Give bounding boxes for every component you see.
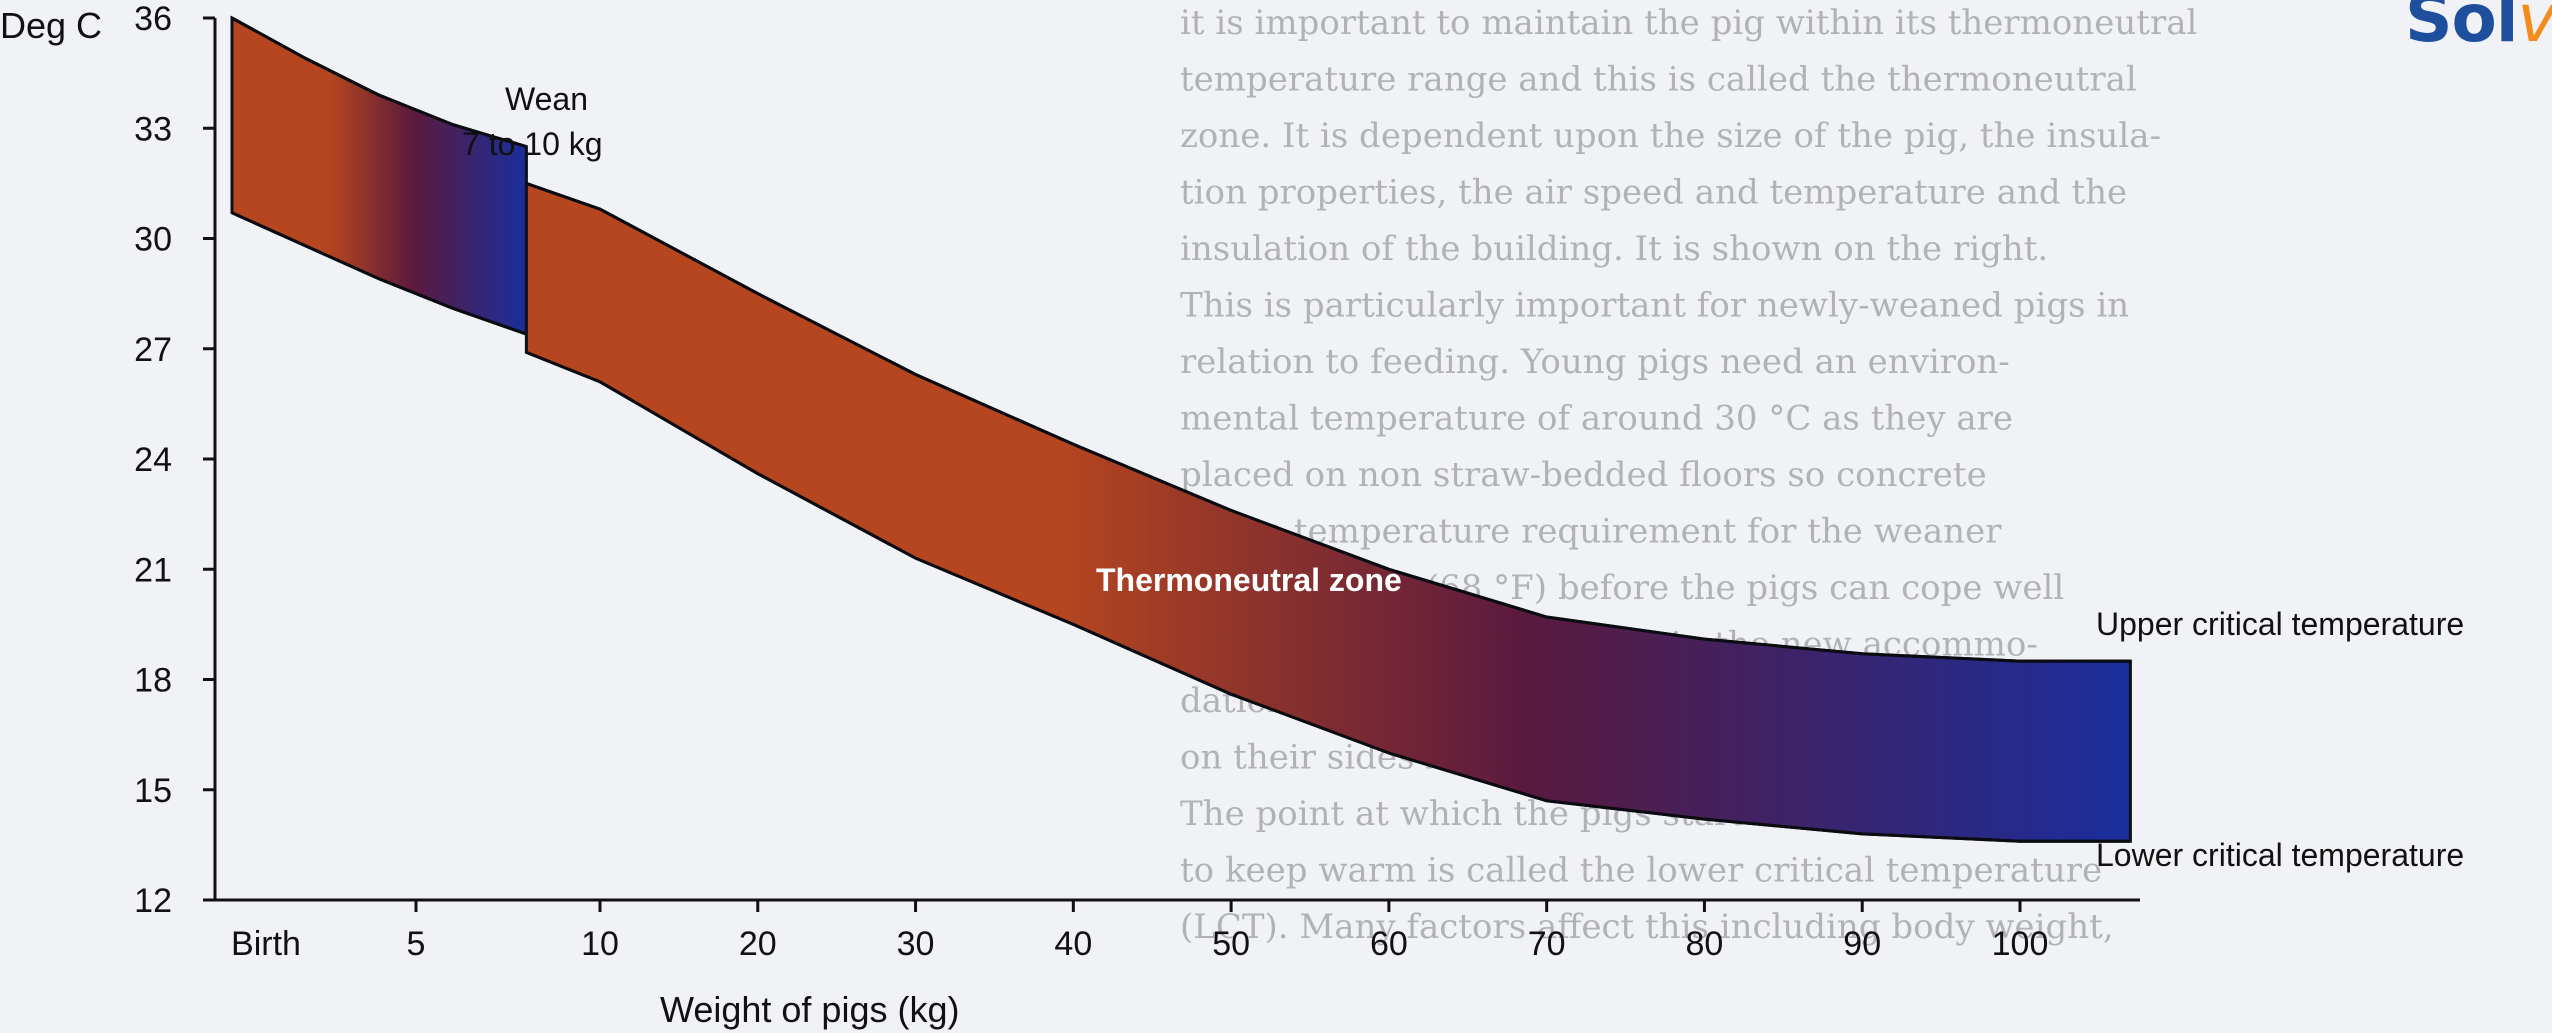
lower-critical-line-segment-1 xyxy=(231,211,527,336)
y-axis-title: Deg C xyxy=(0,5,102,46)
x-tick-label: 10 xyxy=(581,925,619,963)
x-tick-label: 50 xyxy=(1212,925,1250,963)
y-ticks: 12 15 18 21 24 27 30 33 36 xyxy=(134,0,215,920)
y-tick-label: 18 xyxy=(134,662,172,700)
background-text-line: mental temperature of around 30 °C as th… xyxy=(1180,399,2013,439)
x-tick-label: 20 xyxy=(739,925,777,963)
background-text-line: to keep warm is called the lower critica… xyxy=(1180,851,2102,891)
background-text-line: it is important to maintain the pig with… xyxy=(1180,3,2197,43)
y-tick-label: 33 xyxy=(134,110,172,148)
x-tick-label: 60 xyxy=(1370,925,1408,963)
background-text-line: relation to feeding. Young pigs need an … xyxy=(1180,342,2010,382)
lower-critical-temperature-label: Lower critical temperature xyxy=(2096,837,2464,873)
logo-accent-text: vet xyxy=(2517,0,2552,57)
y-tick-label: 12 xyxy=(134,882,172,920)
y-tick-label: 15 xyxy=(134,772,172,810)
x-tick-label: 70 xyxy=(1528,925,1566,963)
lower-critical-line-segment-2 xyxy=(525,351,2131,843)
solvet-logo: Solvet xyxy=(2405,0,2552,52)
x-tick-label: Birth xyxy=(231,925,301,963)
background-text-line: placed on non straw-bedded floors so con… xyxy=(1180,455,1987,495)
x-tick-label: 30 xyxy=(897,925,935,963)
y-tick-label: 30 xyxy=(134,221,172,259)
background-text-line: zone. It is dependent upon the size of t… xyxy=(1180,116,2161,156)
x-tick-label: 5 xyxy=(407,925,426,963)
background-text-line: insulation of the building. It is shown … xyxy=(1180,229,2048,269)
x-tick-label: 80 xyxy=(1686,925,1724,963)
background-text-line: temperature range and this is called the… xyxy=(1180,60,2137,100)
background-text-line: (LCT). Many factors affect this includin… xyxy=(1180,907,2114,947)
y-tick-label: 27 xyxy=(134,331,172,369)
x-tick-label: 100 xyxy=(1992,925,2049,963)
temperature-band-layer xyxy=(230,15,2132,843)
background-text-line: This is particularly important for newly… xyxy=(1180,286,2129,326)
thermoneutral-band-segment-1 xyxy=(230,15,528,337)
y-tick-label: 24 xyxy=(134,441,172,479)
wean-annotation-range: 7 to 10 kg xyxy=(462,126,603,162)
x-ticks: Birth 5 10 20 30 40 50 60 70 80 90 100 xyxy=(231,900,2048,963)
x-tick-label: 40 xyxy=(1054,925,1092,963)
upper-critical-temperature-label: Upper critical temperature xyxy=(2096,606,2464,642)
background-text-line: tion properties, the air speed and tempe… xyxy=(1180,173,2127,213)
x-axis-title: Weight of pigs (kg) xyxy=(660,989,959,1030)
upper-critical-line-segment-1 xyxy=(231,16,527,149)
upper-critical-line-segment-2 xyxy=(525,181,2131,663)
logo-main-text: Sol xyxy=(2405,0,2518,57)
x-tick-label: 90 xyxy=(1843,925,1881,963)
wean-annotation-title: Wean xyxy=(505,81,588,117)
thermoneutral-band-segment-2 xyxy=(524,181,2132,843)
y-tick-label: 21 xyxy=(134,551,172,589)
thermoneutral-zone-label: Thermoneutral zone xyxy=(1096,562,1402,598)
y-tick-label: 36 xyxy=(134,0,172,38)
